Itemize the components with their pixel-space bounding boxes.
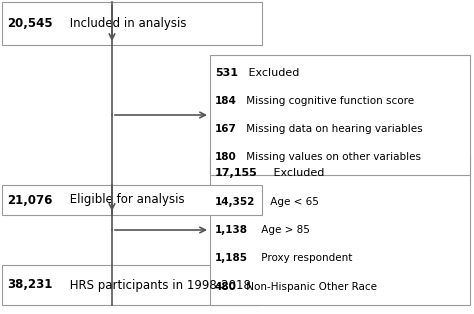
Text: 1,138: 1,138 bbox=[215, 225, 248, 235]
Text: Eligible for analysis: Eligible for analysis bbox=[65, 193, 184, 207]
Text: Age > 85: Age > 85 bbox=[257, 225, 310, 235]
Text: Age < 65: Age < 65 bbox=[267, 197, 319, 207]
Text: 38,231: 38,231 bbox=[7, 279, 52, 291]
Text: Missing cognitive function score: Missing cognitive function score bbox=[243, 96, 414, 106]
Text: 20,545: 20,545 bbox=[7, 17, 53, 30]
Text: HRS participants in 1998-2018: HRS participants in 1998-2018 bbox=[65, 279, 250, 291]
Text: Missing data on hearing variables: Missing data on hearing variables bbox=[243, 124, 423, 134]
Text: 14,352: 14,352 bbox=[215, 197, 255, 207]
Bar bbox=[2, 265, 258, 305]
Text: 21,076: 21,076 bbox=[7, 193, 52, 207]
Text: Included in analysis: Included in analysis bbox=[66, 17, 186, 30]
Text: 180: 180 bbox=[215, 152, 237, 162]
Bar bbox=[210, 55, 470, 175]
Text: Excluded: Excluded bbox=[245, 68, 299, 78]
Bar bbox=[210, 155, 470, 305]
Text: Proxy respondent: Proxy respondent bbox=[257, 253, 352, 263]
Text: 480: 480 bbox=[215, 282, 237, 292]
Text: Missing values on other variables: Missing values on other variables bbox=[243, 152, 421, 162]
Text: 17,155: 17,155 bbox=[215, 168, 258, 178]
Text: 184: 184 bbox=[215, 96, 237, 106]
Bar bbox=[2, 185, 262, 215]
Text: Non-Hispanic Other Race: Non-Hispanic Other Race bbox=[243, 282, 377, 292]
Text: 531: 531 bbox=[215, 68, 238, 78]
Text: 1,185: 1,185 bbox=[215, 253, 248, 263]
Text: Excluded: Excluded bbox=[270, 168, 325, 178]
Bar bbox=[2, 2, 262, 45]
Text: 167: 167 bbox=[215, 124, 237, 134]
